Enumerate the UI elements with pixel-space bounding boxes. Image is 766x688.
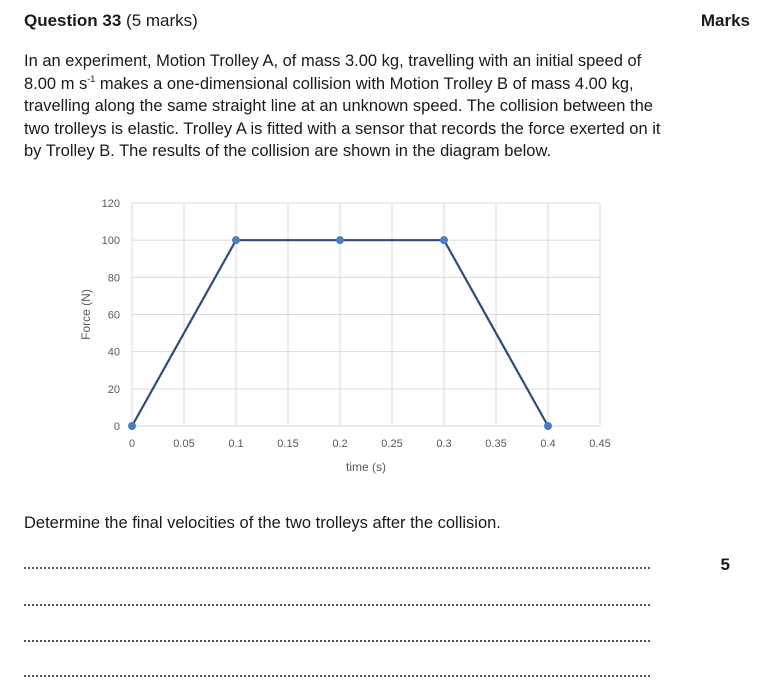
y-tick-label: 120 bbox=[102, 198, 120, 210]
x-tick-label: 0.1 bbox=[228, 438, 243, 450]
answer-line[interactable] bbox=[24, 604, 650, 606]
question-intro: In an experiment, Motion Trolley A, of m… bbox=[24, 50, 674, 163]
question-header: Question 33 (5 marks) bbox=[24, 11, 198, 31]
intro-text-part1: In an experiment, Motion Trolley A, of m… bbox=[24, 52, 642, 93]
x-tick-label: 0.4 bbox=[540, 438, 555, 450]
x-tick-label: 0.45 bbox=[589, 438, 610, 450]
x-tick-label: 0.05 bbox=[173, 438, 194, 450]
answer-line[interactable] bbox=[24, 640, 650, 642]
y-tick-label: 60 bbox=[108, 310, 120, 322]
question-prompt: Determine the final velocities of the tw… bbox=[24, 514, 501, 532]
x-tick-label: 0.15 bbox=[277, 438, 298, 450]
y-tick-label: 40 bbox=[108, 347, 120, 359]
force-time-chart: 0 0.05 0.1 0.15 0.2 0.25 0.3 0.35 0.4 0.45 0 20 40 60… bbox=[79, 198, 611, 474]
marks-value: 5 bbox=[720, 555, 730, 574]
data-point bbox=[232, 236, 240, 245]
x-axis-title: time (s) bbox=[346, 460, 386, 474]
question-number: Question 33 bbox=[24, 11, 122, 30]
x-tick-label: 0.2 bbox=[332, 438, 347, 450]
x-tick-label: 0 bbox=[129, 438, 135, 450]
x-tick-label: 0.25 bbox=[381, 438, 402, 450]
answer-line[interactable] bbox=[24, 675, 650, 677]
data-point bbox=[128, 422, 136, 430]
data-point bbox=[544, 422, 552, 430]
y-tick-label: 0 bbox=[114, 421, 120, 433]
question-marks-note: (5 marks) bbox=[126, 11, 198, 30]
y-axis-title: Force (N) bbox=[79, 289, 93, 340]
y-tick-label: 100 bbox=[102, 235, 120, 247]
marks-heading: Marks bbox=[700, 11, 750, 30]
data-point bbox=[336, 236, 344, 245]
data-point bbox=[440, 236, 448, 245]
unit-exponent: -1 bbox=[87, 73, 96, 84]
answer-line[interactable] bbox=[24, 567, 650, 569]
x-tick-label: 0.35 bbox=[485, 438, 506, 450]
y-tick-label: 80 bbox=[108, 272, 120, 284]
y-tick-label: 20 bbox=[108, 384, 120, 396]
intro-text-part2: makes a one-dimensional collision with M… bbox=[24, 74, 661, 161]
x-tick-label: 0.3 bbox=[436, 438, 451, 450]
